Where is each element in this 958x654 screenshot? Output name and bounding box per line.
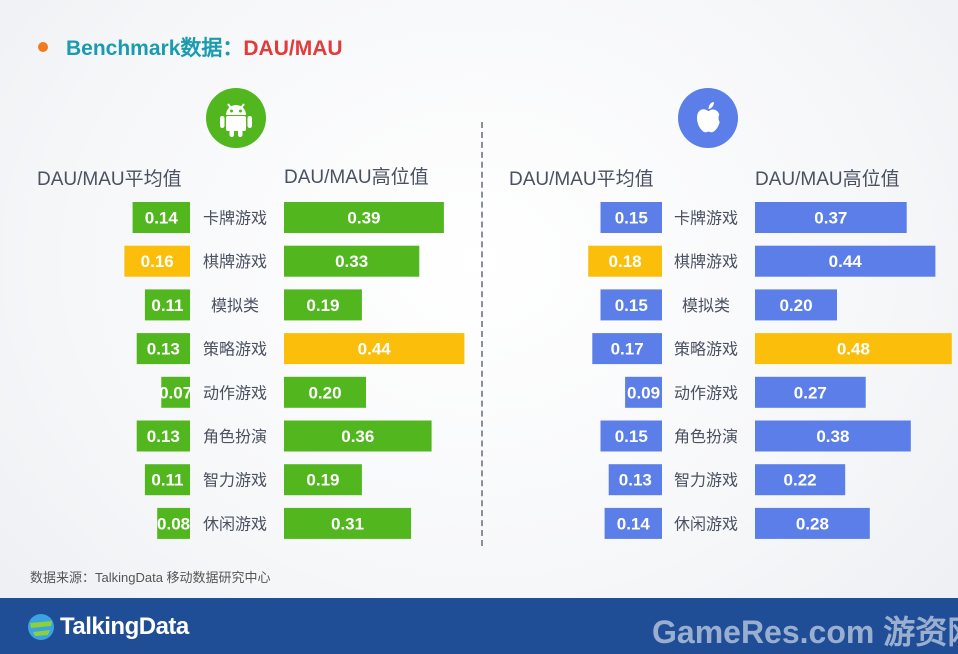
ios-category-label: 棋牌游戏 [674, 252, 738, 271]
ios-high-label: 0.37 [814, 209, 847, 228]
android-high-bar [284, 507, 412, 539]
ios-avg-bar [592, 333, 662, 365]
ios-high-label: 0.28 [796, 514, 829, 533]
bullet-dot [38, 42, 48, 52]
android-avg-bar [132, 202, 190, 233]
ios-avg-bar [625, 376, 662, 408]
ios-category-label: 动作游戏 [674, 383, 738, 402]
android-category-label: 卡牌游戏 [203, 209, 267, 228]
android-avg-bar [144, 289, 190, 321]
ios-high-label: 0.27 [794, 383, 827, 402]
ios-avg-label: 0.09 [627, 383, 660, 402]
ios-category-label: 智力游戏 [674, 471, 738, 490]
android-high-label: 0.33 [335, 252, 368, 271]
android-avg-label: 0.11 [151, 471, 183, 490]
ios-category-label: 休闲游戏 [674, 514, 738, 533]
android-avg-label: 0.13 [147, 427, 180, 446]
android-avg-label: 0.11 [151, 296, 183, 315]
android-avg-bar [157, 507, 190, 539]
ios-high-label: 0.48 [837, 340, 870, 359]
android-high-bar [284, 376, 366, 408]
ios-avg-bar [608, 464, 662, 496]
android-high-bar [284, 333, 465, 365]
android-avg-label: 0.16 [141, 252, 174, 271]
ios-high-bar [755, 420, 911, 452]
android-icon [206, 88, 266, 148]
ios-high-bar [755, 507, 870, 539]
android-high-label: 0.19 [306, 296, 339, 315]
ios-avg-label: 0.15 [615, 427, 648, 446]
ios-avg-bar [600, 420, 662, 452]
gameres-watermark: GameRes.com 游资网 [652, 614, 958, 650]
ios-high-bar [755, 376, 866, 408]
ios-avg-label: 0.17 [611, 340, 644, 359]
dau-mau-bar-chart: 0.14 卡牌游戏 0.39 0.16 棋牌游戏 0.33 0.11 模拟类 0.19 0.13 策… [124, 202, 952, 539]
ios-high-header: DAU/MAU高位值 [755, 169, 900, 190]
ios-high-bar [755, 202, 907, 233]
ios-avg-label: 0.18 [609, 252, 642, 271]
android-avg-label: 0.08 [157, 514, 190, 533]
android-avg-label: 0.13 [147, 340, 180, 359]
android-high-label: 0.20 [308, 383, 341, 402]
ios-avg-bar [600, 289, 662, 321]
ios-high-label: 0.20 [779, 296, 812, 315]
android-category-label: 模拟类 [211, 296, 259, 315]
ios-avg-bar [604, 507, 662, 539]
android-avg-label: 0.14 [145, 209, 179, 228]
ios-category-label: 策略游戏 [674, 340, 738, 359]
ios-avg-header: DAU/MAU平均值 [509, 169, 654, 190]
android-avg-bar [136, 333, 190, 365]
ios-avg-label: 0.14 [617, 514, 651, 533]
ios-category-label: 角色扮演 [674, 427, 738, 446]
android-avg-header: DAU/MAU平均值 [37, 169, 182, 190]
android-category-label: 棋牌游戏 [203, 252, 267, 271]
ios-avg-label: 0.13 [619, 471, 652, 490]
page-title: Benchmark数据：DAU/MAU [38, 32, 343, 62]
ios-high-bar [755, 289, 837, 321]
ios-high-label: 0.38 [816, 427, 849, 446]
android-category-label: 角色扮演 [203, 427, 267, 446]
android-high-label: 0.19 [306, 471, 339, 490]
android-high-label: 0.36 [341, 427, 374, 446]
android-avg-bar [136, 420, 190, 452]
title-prefix: Benchmark数据： [66, 37, 244, 60]
footer-bar: TalkingData GameRes.com 游资网 [0, 598, 958, 654]
android-avg-bar [161, 376, 190, 408]
android-high-bar [284, 464, 362, 496]
ios-category-label: 卡牌游戏 [674, 209, 738, 228]
title-metric: DAU/MAU [243, 37, 343, 60]
android-high-bar [284, 289, 362, 321]
android-high-bar [284, 202, 444, 233]
ios-avg-bar [600, 202, 662, 233]
android-avg-bar [124, 245, 190, 277]
ios-avg-bar [588, 245, 662, 277]
ios-high-bar [755, 245, 936, 277]
android-high-label: 0.39 [347, 209, 380, 228]
panel-divider [481, 122, 483, 546]
ios-category-label: 模拟类 [682, 296, 730, 315]
footer-brand: TalkingData [60, 613, 189, 640]
source-note: 数据来源：TalkingData 移动数据研究中心 [30, 570, 271, 585]
android-category-label: 策略游戏 [203, 340, 267, 359]
android-high-header: DAU/MAU高位值 [284, 167, 429, 188]
android-high-label: 0.44 [358, 340, 392, 359]
android-category-label: 智力游戏 [203, 471, 267, 490]
android-high-bar [284, 245, 420, 277]
android-avg-label: 0.07 [159, 383, 192, 402]
android-avg-bar [144, 464, 190, 496]
android-category-label: 动作游戏 [203, 383, 267, 402]
ios-avg-label: 0.15 [615, 209, 648, 228]
ios-high-bar [755, 464, 846, 496]
ios-high-bar [755, 333, 952, 365]
android-high-label: 0.31 [331, 514, 364, 533]
android-category-label: 休闲游戏 [203, 514, 267, 533]
ios-high-label: 0.22 [784, 471, 817, 490]
ios-avg-label: 0.15 [615, 296, 648, 315]
apple-icon [678, 88, 738, 148]
ios-high-label: 0.44 [829, 252, 863, 271]
android-high-bar [284, 420, 432, 452]
